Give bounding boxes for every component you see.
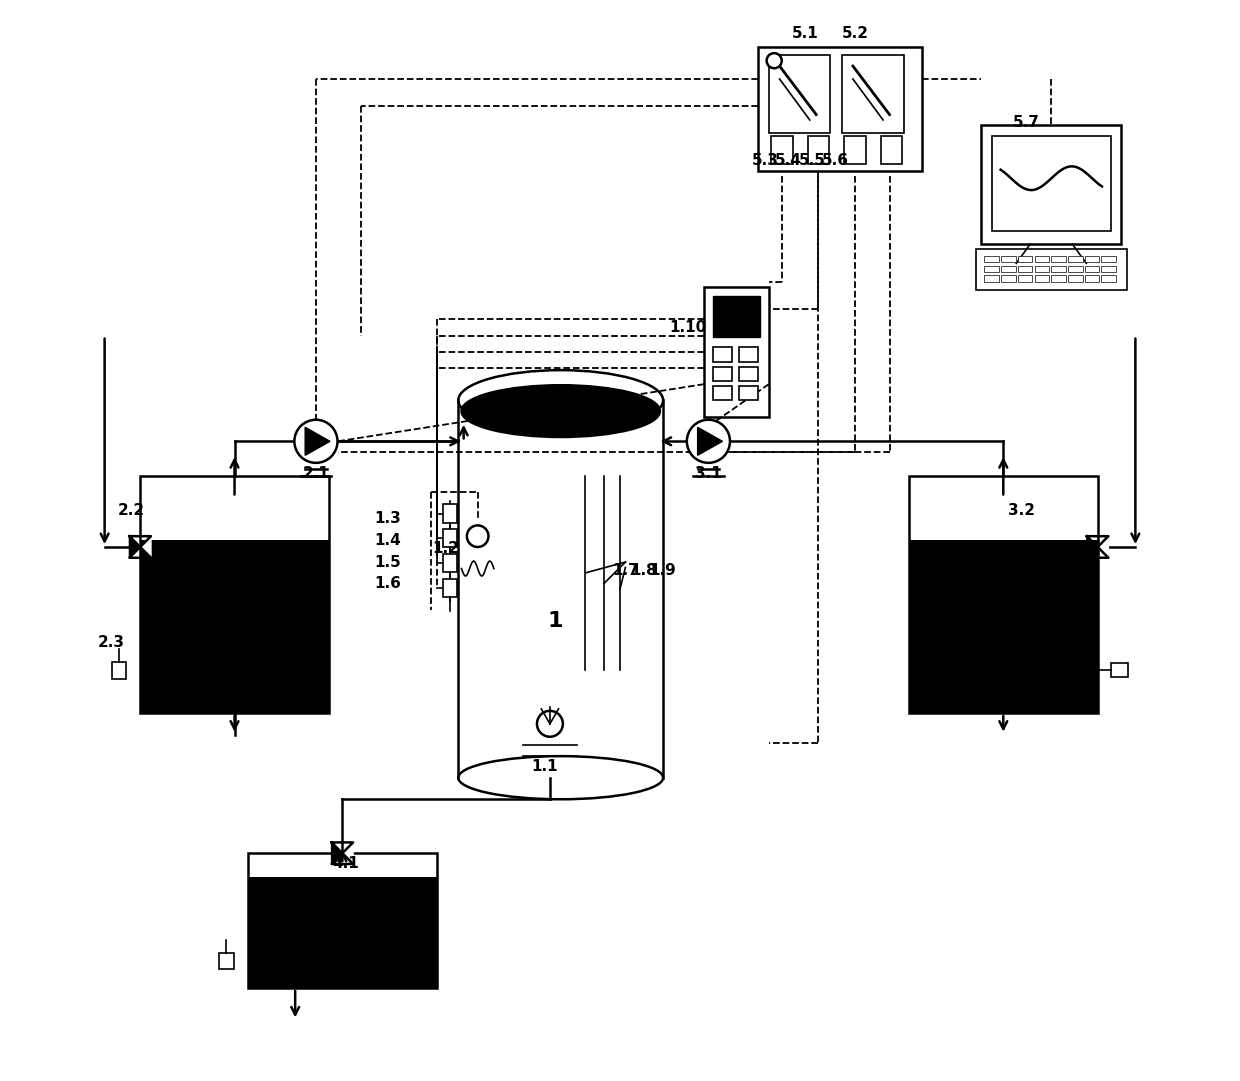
Text: 5.1: 5.1 <box>792 26 818 41</box>
Bar <box>739 347 758 361</box>
Bar <box>248 878 436 988</box>
Bar <box>769 55 831 133</box>
Circle shape <box>294 419 337 463</box>
Bar <box>758 46 921 171</box>
Bar <box>771 136 792 164</box>
Text: 1: 1 <box>548 612 563 631</box>
Text: 5.4: 5.4 <box>775 154 801 169</box>
Bar <box>842 55 904 133</box>
Text: 3.3: 3.3 <box>1030 636 1058 651</box>
Bar <box>1034 276 1049 282</box>
Circle shape <box>467 525 489 547</box>
Bar <box>1068 256 1083 263</box>
Bar <box>909 539 1097 713</box>
Text: 1.3: 1.3 <box>374 511 402 526</box>
Text: 2.3: 2.3 <box>98 636 124 651</box>
Bar <box>992 136 1111 231</box>
Bar <box>739 366 758 381</box>
Text: 1.2: 1.2 <box>432 540 459 556</box>
Bar <box>1085 256 1100 263</box>
Text: 2.2: 2.2 <box>118 503 145 518</box>
Bar <box>112 662 125 679</box>
Bar <box>807 136 830 164</box>
Text: 1.9: 1.9 <box>650 563 677 578</box>
Polygon shape <box>698 427 723 455</box>
Bar <box>1001 266 1016 272</box>
Bar <box>443 530 456 547</box>
Bar <box>985 256 999 263</box>
Circle shape <box>766 53 781 68</box>
Text: 1.1: 1.1 <box>531 760 558 774</box>
Bar <box>1052 266 1066 272</box>
Bar <box>1018 276 1033 282</box>
Bar <box>985 276 999 282</box>
Text: 5.7: 5.7 <box>1013 115 1040 130</box>
Bar <box>443 579 456 597</box>
Bar <box>219 952 233 970</box>
Bar <box>1034 266 1049 272</box>
Bar <box>443 505 456 522</box>
Text: 4.1: 4.1 <box>332 856 360 871</box>
Polygon shape <box>331 842 342 864</box>
Bar <box>1018 256 1033 263</box>
Text: 1.10: 1.10 <box>670 320 707 334</box>
Text: 1.8: 1.8 <box>630 563 657 578</box>
Bar <box>713 296 760 336</box>
Circle shape <box>537 711 563 737</box>
Ellipse shape <box>459 756 663 799</box>
Bar <box>1018 266 1033 272</box>
Text: 1.4: 1.4 <box>374 533 402 548</box>
Bar <box>739 386 758 400</box>
Bar <box>1068 266 1083 272</box>
Polygon shape <box>1087 536 1097 558</box>
Text: 5.2: 5.2 <box>842 26 868 41</box>
Polygon shape <box>305 427 330 455</box>
Text: 1.6: 1.6 <box>374 576 402 591</box>
Polygon shape <box>140 536 151 558</box>
Ellipse shape <box>461 385 660 437</box>
Bar <box>1111 664 1127 678</box>
Text: 2.1: 2.1 <box>303 466 330 481</box>
Bar <box>1085 276 1100 282</box>
Bar <box>443 555 456 572</box>
Polygon shape <box>129 536 140 558</box>
Bar <box>909 476 1097 713</box>
Bar <box>1052 256 1066 263</box>
Bar <box>248 853 436 988</box>
Bar <box>1101 256 1116 263</box>
Text: 3.2: 3.2 <box>1008 503 1034 518</box>
Bar <box>1001 256 1016 263</box>
Text: 1.5: 1.5 <box>374 555 402 570</box>
Bar <box>985 266 999 272</box>
Circle shape <box>687 419 730 463</box>
Text: 4.2: 4.2 <box>314 902 340 917</box>
Text: 5.5: 5.5 <box>799 154 826 169</box>
Bar <box>704 288 769 416</box>
Bar <box>1085 266 1100 272</box>
Bar <box>713 386 732 400</box>
Polygon shape <box>342 842 353 864</box>
Bar <box>140 476 329 713</box>
Text: 1.7: 1.7 <box>613 563 639 578</box>
Bar <box>713 366 732 381</box>
Text: 3.1: 3.1 <box>696 466 722 481</box>
Bar <box>880 136 903 164</box>
Bar <box>976 250 1127 291</box>
Bar <box>1001 276 1016 282</box>
Text: 5.3: 5.3 <box>753 154 779 169</box>
Bar <box>1101 266 1116 272</box>
Bar <box>1052 276 1066 282</box>
Bar <box>140 539 329 713</box>
Polygon shape <box>1097 536 1109 558</box>
Bar <box>1034 256 1049 263</box>
Bar <box>1068 276 1083 282</box>
Bar <box>981 125 1121 244</box>
Ellipse shape <box>459 370 663 430</box>
Text: 5.6: 5.6 <box>822 154 849 169</box>
Bar <box>713 347 732 361</box>
Bar <box>1101 276 1116 282</box>
Bar <box>844 136 866 164</box>
